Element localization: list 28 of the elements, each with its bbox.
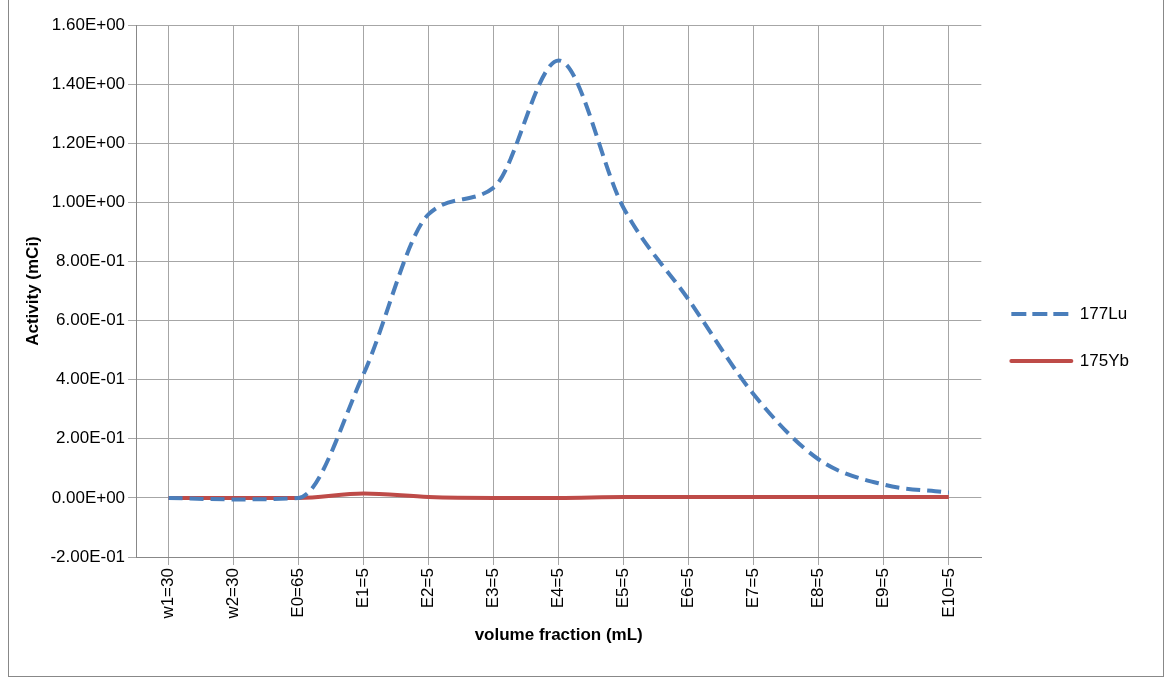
x-tick-label: E3=5 bbox=[483, 568, 503, 609]
y-tick-label: 1.20E+00 bbox=[51, 132, 126, 152]
x-tick-label: E5=5 bbox=[613, 568, 633, 609]
y-axis-title: Activity (mCi) bbox=[22, 236, 42, 346]
y-tick-label: 1.00E+00 bbox=[51, 192, 126, 212]
x-tick-label: E4=5 bbox=[548, 568, 568, 609]
y-tick-label: 2.00E-01 bbox=[56, 428, 126, 448]
line-series bbox=[166, 58, 951, 502]
x-tick-label: E1=5 bbox=[353, 568, 373, 609]
x-tick-label: E10=5 bbox=[938, 568, 958, 618]
x-axis-title: volume fraction (mL) bbox=[474, 625, 643, 645]
y-tick-label: 4.00E-01 bbox=[56, 369, 126, 389]
legend-label: 177Lu bbox=[1079, 303, 1128, 323]
y-tick-label: 1.40E+00 bbox=[51, 73, 126, 93]
x-tick-label: w1=30 bbox=[158, 568, 178, 620]
x-tick-label: E0=65 bbox=[288, 568, 308, 618]
y-tick-label: 1.60E+00 bbox=[51, 14, 126, 34]
x-tick-label: w2=30 bbox=[223, 568, 243, 620]
y-tick-label: -2.00E-01 bbox=[50, 546, 126, 566]
x-tick-label: E7=5 bbox=[743, 568, 763, 609]
x-tick-label: E2=5 bbox=[418, 568, 438, 609]
y-tick-label: 0.00E+00 bbox=[51, 487, 126, 507]
legend-label: 175Yb bbox=[1079, 350, 1130, 370]
y-tick-label: 8.00E-01 bbox=[56, 251, 126, 271]
y-tick-label: 6.00E-01 bbox=[56, 310, 126, 330]
x-tick-label: E9=5 bbox=[873, 568, 893, 609]
x-tick-label: E8=5 bbox=[808, 568, 828, 609]
x-tick-label: E6=5 bbox=[678, 568, 698, 609]
